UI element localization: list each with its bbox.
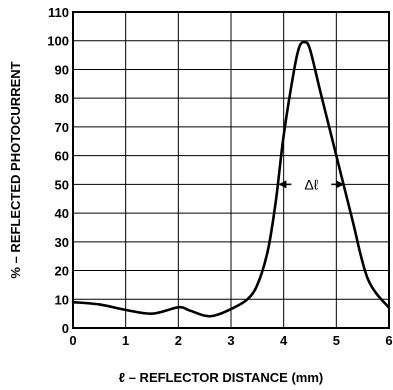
y-tick-label: 40 bbox=[55, 206, 69, 221]
x-tick-label: 3 bbox=[227, 333, 234, 348]
x-tick-label: 5 bbox=[333, 333, 340, 348]
y-tick-label: 20 bbox=[55, 264, 69, 279]
y-tick-label: 100 bbox=[47, 34, 69, 49]
x-tick-label: 2 bbox=[175, 333, 182, 348]
y-tick-label: 10 bbox=[55, 292, 69, 307]
x-tick-label: 0 bbox=[69, 333, 76, 348]
y-tick-label: 80 bbox=[55, 91, 69, 106]
y-tick-label: 110 bbox=[48, 5, 69, 20]
x-tick-label: 6 bbox=[385, 333, 392, 348]
annotations: Δℓ bbox=[278, 174, 345, 195]
arrowhead-left bbox=[278, 180, 287, 189]
plot-area bbox=[71, 40, 391, 318]
y-tick-label: 50 bbox=[55, 177, 69, 192]
x-tick-label: 4 bbox=[280, 333, 288, 348]
x-tick-label: 1 bbox=[122, 333, 129, 348]
annotation-background bbox=[291, 174, 332, 195]
y-tick-label: 60 bbox=[55, 149, 69, 164]
annotation-label: Δℓ bbox=[304, 176, 318, 192]
x-axis-title: ℓ – REFLECTOR DISTANCE (mm) bbox=[119, 370, 324, 385]
y-tick-label: 0 bbox=[62, 321, 69, 336]
arrowhead-right bbox=[336, 180, 345, 189]
series-line bbox=[71, 40, 391, 318]
plot-frame bbox=[72, 11, 390, 329]
y-tick-label: 90 bbox=[55, 62, 69, 77]
y-tick-label: 70 bbox=[55, 120, 69, 135]
grid bbox=[73, 12, 389, 328]
y-axis-title: % – REFLECTED PHOTOCURRENT bbox=[8, 61, 23, 278]
y-tick-label: 30 bbox=[55, 235, 69, 250]
